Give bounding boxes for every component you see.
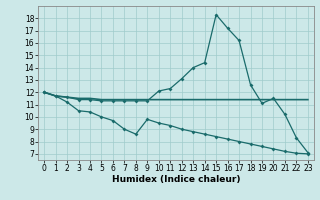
X-axis label: Humidex (Indice chaleur): Humidex (Indice chaleur)	[112, 175, 240, 184]
